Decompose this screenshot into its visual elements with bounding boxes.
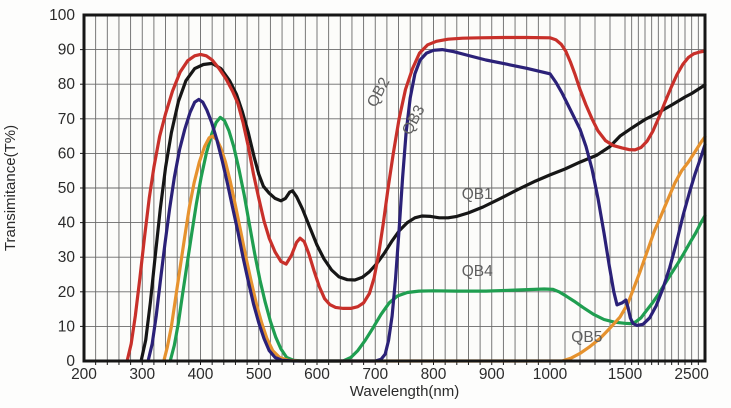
x-axis-title: Wavelength(nm)	[350, 383, 459, 400]
x-tick-label: 300	[129, 366, 155, 383]
x-tick-label: 900	[479, 366, 505, 383]
y-tick-label: 60	[58, 145, 76, 162]
curve-QB2	[125, 35, 707, 363]
y-tick-label: 20	[58, 284, 76, 301]
x-tick-label: 2500	[674, 366, 709, 383]
x-tick-label: 1000	[533, 366, 568, 383]
y-tick-label: 90	[58, 42, 76, 59]
curve-label-QB5: QB5	[571, 329, 602, 346]
x-tick-label: 1500	[608, 366, 643, 383]
y-tick-label: 100	[49, 7, 75, 24]
x-tick-label: 500	[246, 366, 272, 383]
plot-border	[82, 13, 707, 363]
curve-QB1	[139, 61, 707, 363]
x-tick-label: 400	[188, 366, 214, 383]
y-tick-label: 30	[58, 249, 76, 266]
y-tick-label: 0	[66, 353, 75, 370]
curve-QB5	[162, 134, 707, 363]
y-tick-label: 70	[58, 111, 76, 128]
curve-label-QB1: QB1	[462, 186, 493, 203]
x-tick-label: 700	[362, 366, 388, 383]
curve-label-QB4: QB4	[462, 263, 493, 280]
y-axis-title: Transimitance(T%)	[2, 125, 19, 251]
y-tick-label: 80	[58, 76, 76, 93]
curve-QB4	[168, 115, 707, 363]
x-tick-label: 800	[421, 366, 447, 383]
y-tick-label: 40	[58, 215, 76, 232]
y-tick-label: 10	[58, 318, 76, 335]
x-tick-label: 600	[304, 366, 330, 383]
y-tick-label: 50	[58, 180, 76, 197]
curve-QB3	[146, 48, 707, 363]
x-tick-label: 200	[71, 366, 97, 383]
